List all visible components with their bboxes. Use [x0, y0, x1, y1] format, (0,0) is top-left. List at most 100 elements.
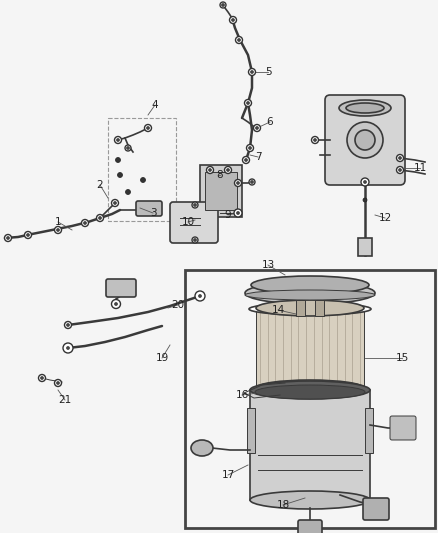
Circle shape — [244, 158, 247, 161]
Circle shape — [244, 100, 251, 107]
Circle shape — [192, 237, 198, 243]
Ellipse shape — [250, 491, 370, 509]
Ellipse shape — [245, 290, 375, 300]
Circle shape — [220, 2, 226, 8]
Circle shape — [141, 177, 145, 182]
Ellipse shape — [250, 381, 370, 399]
Text: 16: 16 — [235, 390, 249, 400]
Circle shape — [126, 190, 131, 195]
Circle shape — [248, 147, 251, 149]
Circle shape — [57, 229, 60, 231]
Circle shape — [399, 157, 402, 159]
Circle shape — [226, 168, 230, 172]
Circle shape — [363, 198, 367, 202]
Circle shape — [192, 202, 198, 208]
Circle shape — [237, 182, 240, 184]
Circle shape — [249, 179, 255, 185]
Circle shape — [311, 136, 318, 143]
Circle shape — [232, 19, 234, 21]
Text: 5: 5 — [265, 67, 271, 77]
Text: 21: 21 — [58, 395, 72, 405]
Text: 4: 4 — [152, 100, 158, 110]
Text: 12: 12 — [378, 213, 392, 223]
Text: 19: 19 — [155, 353, 169, 363]
Bar — [247, 408, 255, 453]
Circle shape — [222, 4, 225, 6]
Circle shape — [234, 180, 241, 187]
Circle shape — [247, 144, 254, 151]
Circle shape — [112, 199, 119, 206]
Circle shape — [117, 139, 120, 141]
Circle shape — [237, 212, 240, 214]
FancyBboxPatch shape — [325, 95, 405, 185]
Circle shape — [230, 17, 237, 23]
Bar — [296, 300, 305, 316]
Circle shape — [251, 181, 254, 183]
Bar — [358, 238, 372, 256]
Circle shape — [54, 227, 61, 233]
Circle shape — [64, 321, 71, 328]
Text: 3: 3 — [150, 208, 156, 218]
Circle shape — [194, 238, 197, 241]
Circle shape — [63, 343, 73, 353]
FancyBboxPatch shape — [106, 279, 136, 297]
Circle shape — [254, 125, 261, 132]
Text: 1: 1 — [55, 217, 61, 227]
Circle shape — [355, 130, 375, 150]
Circle shape — [255, 126, 258, 130]
Text: 2: 2 — [97, 180, 103, 190]
Text: 9: 9 — [225, 210, 231, 220]
FancyBboxPatch shape — [298, 520, 322, 533]
Bar — [185, 270, 435, 528]
Circle shape — [39, 375, 46, 382]
Ellipse shape — [255, 385, 365, 399]
Circle shape — [236, 36, 243, 44]
Circle shape — [4, 235, 11, 241]
Ellipse shape — [256, 380, 364, 396]
Circle shape — [114, 303, 117, 305]
Text: 13: 13 — [261, 260, 275, 270]
Ellipse shape — [346, 103, 384, 113]
Circle shape — [347, 122, 383, 158]
Ellipse shape — [339, 100, 391, 116]
Bar — [200, 165, 242, 217]
Circle shape — [396, 155, 403, 161]
Circle shape — [194, 204, 197, 206]
Text: 15: 15 — [396, 353, 409, 363]
Text: 6: 6 — [267, 117, 273, 127]
Circle shape — [125, 145, 131, 151]
Text: 17: 17 — [221, 470, 235, 480]
Circle shape — [208, 168, 212, 172]
Bar — [256, 308, 364, 388]
Circle shape — [99, 216, 102, 220]
Circle shape — [67, 346, 70, 350]
Text: 7: 7 — [254, 152, 261, 162]
Ellipse shape — [191, 440, 213, 456]
Circle shape — [198, 295, 201, 297]
Circle shape — [113, 201, 117, 205]
Circle shape — [25, 231, 32, 238]
Text: 11: 11 — [413, 163, 427, 173]
Circle shape — [361, 178, 369, 186]
Circle shape — [195, 291, 205, 301]
Circle shape — [81, 220, 88, 227]
Circle shape — [96, 214, 103, 222]
Circle shape — [114, 136, 121, 143]
Text: 20: 20 — [171, 300, 184, 310]
Text: 10: 10 — [181, 217, 194, 227]
Circle shape — [116, 157, 120, 163]
Circle shape — [206, 166, 213, 174]
Circle shape — [112, 300, 120, 309]
Text: 18: 18 — [276, 500, 290, 510]
Circle shape — [127, 147, 130, 149]
Bar — [205, 172, 237, 210]
Circle shape — [237, 38, 240, 42]
Bar — [250, 390, 370, 500]
Circle shape — [117, 173, 123, 177]
Circle shape — [243, 157, 250, 164]
Circle shape — [399, 168, 402, 172]
Circle shape — [146, 126, 149, 130]
Ellipse shape — [245, 282, 375, 304]
Circle shape — [234, 209, 242, 217]
Circle shape — [225, 166, 232, 174]
